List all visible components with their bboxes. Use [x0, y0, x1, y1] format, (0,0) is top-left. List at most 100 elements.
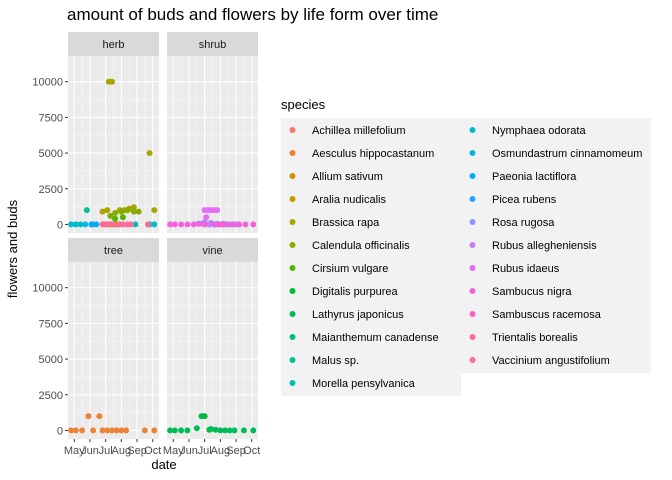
x-axis-title: date	[151, 457, 176, 472]
data-point	[223, 221, 230, 228]
data-point	[207, 426, 214, 433]
x-tick-label: Jun	[81, 445, 99, 457]
data-points	[68, 78, 158, 228]
y-tick-label: 5000	[39, 354, 63, 366]
data-point	[145, 221, 152, 228]
data-point	[167, 427, 174, 434]
legend-item: Vaccinium angustifolium	[461, 349, 610, 372]
facet-strip-label: shrub	[199, 39, 227, 51]
legend-label: Rubus allegheniensis	[492, 240, 597, 252]
data-point	[99, 427, 106, 434]
facet-strip	[167, 238, 258, 262]
data-point	[135, 208, 142, 215]
legend-item: Cirsium vulgare	[281, 257, 388, 280]
data-point	[127, 221, 134, 228]
data-point	[72, 427, 79, 434]
facet-strip	[167, 32, 258, 56]
legend-swatch	[469, 173, 476, 179]
data-point	[151, 427, 158, 434]
data-point	[178, 221, 185, 228]
legend-label: Brassica rapa	[312, 217, 380, 229]
legend-label: Vaccinium angustifolium	[492, 355, 610, 367]
y-axis-title: flowers and buds	[5, 199, 20, 298]
legend-label: Morella pensylvanica	[312, 378, 416, 390]
data-point	[196, 220, 203, 227]
y-tick-label: 7500	[39, 318, 63, 330]
data-point	[104, 221, 111, 228]
legend-swatch	[469, 265, 476, 271]
data-point	[119, 221, 126, 228]
chart-title: amount of buds and flowers by life form …	[67, 5, 438, 24]
data-point	[130, 204, 137, 211]
facet-strip-label: tree	[104, 245, 123, 257]
data-point	[113, 427, 120, 434]
legend-label: Paeonia lactiflora	[492, 171, 577, 183]
data-point	[222, 427, 229, 434]
data-point	[217, 427, 224, 434]
x-tick-label: Sep	[127, 445, 147, 457]
legend-item: Brassica rapa	[281, 211, 380, 234]
data-point	[118, 208, 125, 215]
x-tick-label: Oct	[144, 445, 161, 457]
legend-label: Lathyrus japonicus	[312, 309, 404, 321]
data-point	[201, 221, 208, 228]
data-point	[218, 221, 225, 228]
data-point	[82, 221, 89, 228]
legend-label: Calendula officinalis	[312, 240, 410, 252]
y-tick-label: 0	[57, 219, 63, 231]
x-tick-label: Jul	[99, 445, 113, 457]
x-tick-label: Aug	[112, 445, 132, 457]
legend-label: Nymphaea odorata	[492, 125, 586, 137]
legend-label: Rosa rugosa	[492, 217, 555, 229]
data-points	[167, 207, 257, 228]
x-tick-label: Jul	[198, 445, 212, 457]
data-point	[83, 207, 90, 214]
facet-strip	[68, 238, 159, 262]
data-point	[88, 221, 95, 228]
legend-label: Sambucus nigra	[492, 286, 572, 298]
legend-item: Aralia nudicalis	[281, 188, 386, 211]
legend-title: species	[281, 97, 326, 112]
data-point	[110, 221, 117, 228]
data-points	[167, 413, 257, 434]
legend-swatch	[289, 173, 296, 179]
data-point	[226, 427, 233, 434]
legend-label: Aralia nudicalis	[312, 194, 386, 206]
data-point	[184, 427, 191, 434]
legend-background	[281, 118, 461, 396]
data-point	[107, 212, 114, 219]
data-points	[68, 413, 158, 434]
data-point	[236, 221, 243, 228]
legend-item: Allium sativum	[281, 165, 383, 188]
x-tick-label: Aug	[211, 445, 231, 457]
legend-label: Maianthemum canadense	[312, 332, 439, 344]
data-point	[242, 221, 249, 228]
legend-label: Picea rubens	[492, 194, 557, 206]
data-point	[231, 427, 238, 434]
data-point	[123, 427, 130, 434]
legend-label: Achillea millefolium	[312, 125, 406, 137]
facet-shrub: shrub	[167, 32, 258, 233]
legend-swatch	[289, 150, 296, 156]
legend-label: Cirsium vulgare	[312, 263, 388, 275]
data-point	[201, 413, 208, 420]
data-point	[146, 150, 153, 157]
data-point	[250, 221, 257, 228]
legend-swatch	[289, 219, 296, 225]
data-point	[130, 208, 137, 215]
data-point	[171, 427, 178, 434]
legend-item: Morella pensylvanica	[281, 372, 416, 395]
legend-background	[461, 118, 651, 373]
x-tick-label: Jun	[180, 445, 198, 457]
x-tick-label: Sep	[226, 445, 246, 457]
legend-item: Osmundastrum cinnamomeum	[461, 142, 642, 165]
legend-swatch	[469, 242, 476, 248]
legend-label: Digitalis purpurea	[312, 286, 398, 298]
data-point	[85, 413, 92, 420]
legend-item: Maianthemum canadense	[281, 326, 439, 349]
legend-item: Trientalis borealis	[461, 326, 578, 349]
legend: Achillea millefolium Aesculus hippocastan…	[281, 118, 651, 396]
y-tick-label: 0	[57, 425, 63, 437]
